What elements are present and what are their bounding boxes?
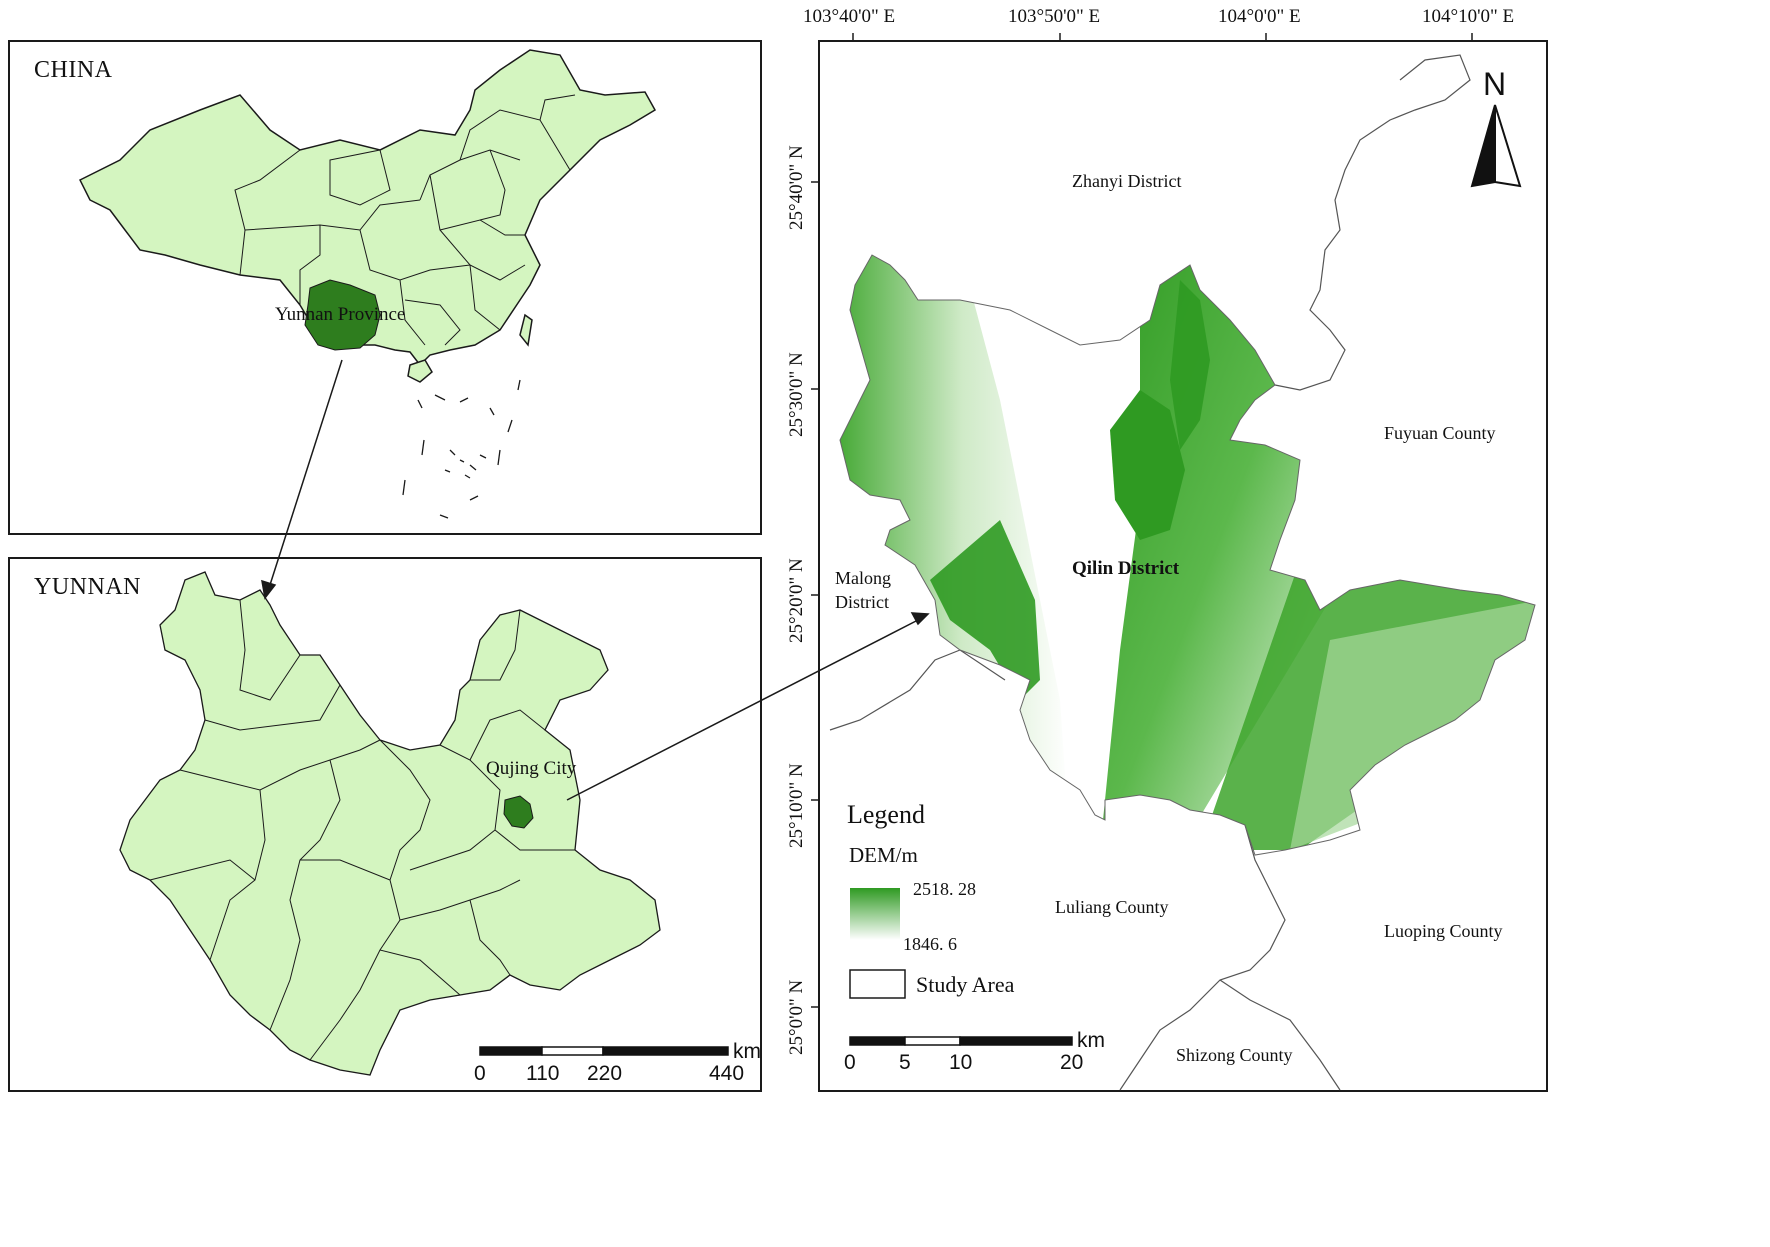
dem-gradient-swatch: [850, 888, 900, 940]
yunnan-highlight: [304, 279, 381, 351]
lat-label-2: 25°30'0" N: [786, 352, 807, 437]
luliang-label: Luliang County: [1055, 897, 1169, 917]
yunnan-province-label: Yunnan Province: [275, 304, 406, 325]
qujing-city-label: Qujing City: [486, 758, 577, 779]
connector-arrows: [261, 359, 930, 801]
yunnan-map: [119, 571, 661, 1076]
north-label: N: [1483, 66, 1507, 102]
lat-label-3: 25°20'0" N: [786, 558, 807, 643]
china-title: CHINA: [34, 57, 113, 83]
luoping-label: Luoping County: [1384, 921, 1503, 941]
legend-dem-title: DEM/m: [849, 843, 918, 867]
lon-label-3: 104°0'0" E: [1218, 6, 1301, 27]
legend-dem-max: 2518. 28: [913, 879, 976, 899]
lat-label-1: 25°40'0" N: [786, 145, 807, 230]
qilin-boundary: [839, 254, 1536, 856]
shizong-label: Shizong County: [1176, 1045, 1293, 1065]
legend-title: Legend: [847, 800, 925, 829]
zhanyi-label: Zhanyi District: [1072, 171, 1182, 191]
lon-label-2: 103°50'0" E: [1008, 6, 1101, 27]
yunnan-scale-bar: [479, 1046, 729, 1056]
china-map: [78, 49, 657, 383]
study-scale-bar: [849, 1036, 1073, 1046]
dem-raster: [840, 255, 1535, 850]
yunnan-scale-tick-1: 110: [526, 1062, 560, 1085]
study-scale-tick-1: 5: [899, 1051, 911, 1074]
yunnan-scale-tick-2: 220: [587, 1062, 623, 1085]
yunnan-scale-unit: km: [733, 1040, 761, 1063]
yunnan-scale-tick-3: 440: [709, 1062, 745, 1085]
study-area-swatch: [849, 969, 906, 999]
graticule-ticks: [811, 33, 1473, 1008]
yunnan-scale-tick-0: 0: [474, 1062, 486, 1085]
malong-label-line2: District: [835, 592, 889, 612]
south-sea-islands: [402, 379, 521, 519]
lon-label-4: 104°10'0" E: [1422, 6, 1515, 27]
qilin-label: Qilin District: [1072, 558, 1180, 579]
north-arrow-icon: [1470, 104, 1522, 188]
study-scale-tick-3: 20: [1060, 1051, 1084, 1074]
lat-label-5: 25°0'0" N: [786, 979, 807, 1055]
yunnan-title: YUNNAN: [34, 574, 141, 600]
lat-label-4: 25°10'0" N: [786, 763, 807, 848]
qujing-highlight: [503, 795, 534, 829]
malong-label-line1: Malong: [835, 568, 891, 588]
lon-label-1: 103°40'0" E: [803, 6, 896, 27]
neighbor-boundaries: [829, 54, 1471, 1091]
legend-dem-min: 1846. 6: [903, 934, 957, 954]
fuyuan-label: Fuyuan County: [1384, 423, 1496, 443]
yunnan-outline: [119, 571, 661, 1076]
study-scale-unit: km: [1077, 1029, 1105, 1052]
study-scale-tick-2: 10: [949, 1051, 973, 1074]
legend-study-area: Study Area: [916, 972, 1015, 997]
study-scale-tick-0: 0: [844, 1051, 856, 1074]
